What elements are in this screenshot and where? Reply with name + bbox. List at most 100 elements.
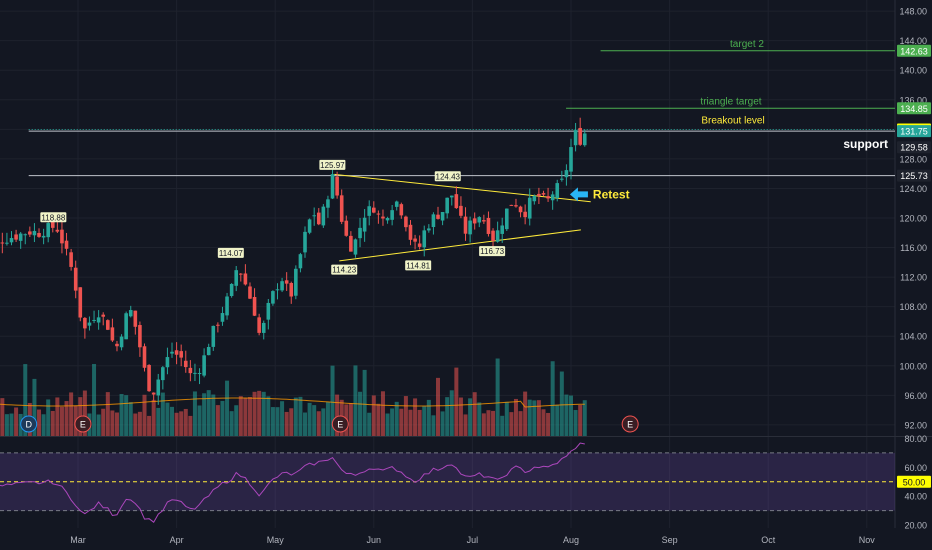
time-tick-label: Apr [170, 535, 184, 545]
candle-body [257, 317, 261, 333]
volume-bar [403, 396, 408, 436]
volume-bar [431, 415, 436, 436]
candle-body [573, 130, 578, 146]
volume-bar [23, 364, 28, 436]
candle-body [504, 208, 509, 230]
candle-body [225, 296, 229, 316]
volume-bar [325, 402, 330, 436]
candle-body [266, 302, 271, 320]
candle-body [449, 195, 454, 198]
annotation-box [479, 246, 506, 257]
volume-bar [491, 410, 496, 436]
volume-bar [289, 408, 294, 436]
candle-body [399, 204, 404, 216]
candle-body [142, 346, 147, 368]
price-tick-label: 100.00 [899, 361, 927, 371]
trendline [339, 229, 581, 262]
volume-bar [92, 363, 97, 436]
price-tick-label: 96.00 [904, 391, 927, 401]
candle-body [394, 201, 399, 207]
volume-bar [335, 394, 340, 436]
price-label-text: 131.75 [900, 127, 928, 137]
level-label: Breakout level [701, 116, 764, 127]
candle-body [436, 214, 440, 219]
price-tick-label: 120.00 [899, 214, 927, 224]
volume-bar [229, 411, 234, 436]
candle-body [445, 197, 449, 214]
candle-body [326, 199, 330, 208]
candle-body [64, 240, 69, 249]
time-tick-label: Sep [662, 535, 678, 545]
rsi-tick-label: 40.00 [904, 492, 927, 502]
rsi-tick-label: 20.00 [904, 521, 927, 531]
volume-bar [371, 395, 376, 436]
candle-body [362, 217, 367, 232]
candle-body [560, 178, 564, 180]
candle-body [9, 238, 14, 243]
candle-body [101, 314, 106, 317]
price-tick-label: 104.00 [899, 332, 927, 342]
volume-bar [124, 395, 129, 436]
candle-body [220, 313, 225, 322]
volume-moving-average [0, 397, 585, 408]
volume-bar [413, 398, 418, 436]
volume-bar [257, 390, 262, 436]
candle-body [252, 297, 257, 316]
candle-body [96, 317, 101, 323]
volume-bar [518, 411, 523, 436]
volume-bar [50, 410, 55, 436]
candle-body [229, 283, 234, 296]
time-tick-label: Oct [761, 535, 776, 545]
volume-bar [472, 392, 477, 436]
candle-body [358, 227, 362, 239]
price-annotations: 118.88 114.07 125.97 114.23 124.43 114.81 116.… [40, 159, 630, 275]
volume-bar [408, 409, 413, 436]
volume-bar [101, 408, 106, 436]
volume-bar [206, 390, 211, 436]
candle-body [161, 367, 165, 381]
price-label-badge [897, 475, 931, 488]
annotation-box [434, 171, 461, 182]
price-tick-label: 116.00 [900, 243, 927, 253]
candle-body [514, 205, 518, 207]
volume-bar [495, 358, 500, 436]
candle-body [381, 216, 385, 219]
price-label-text: 129.58 [900, 143, 928, 153]
price-tick-label: 144.00 [899, 36, 927, 46]
candle-body [427, 228, 431, 231]
candle-body [463, 216, 468, 234]
time-tick-label: Nov [859, 535, 876, 545]
annotation-text: 114.07 [219, 249, 243, 258]
candle-body [73, 267, 78, 291]
volume-bar [454, 367, 459, 436]
volume-bar [385, 413, 390, 436]
candle-body [335, 176, 339, 196]
time-axis[interactable]: Mar Apr May Jun Jul Aug Sep Oct Nov [70, 535, 875, 545]
volume-bar [353, 365, 358, 436]
candle-body [87, 322, 92, 326]
candle-body [128, 310, 133, 317]
volume-bar [362, 369, 367, 436]
volume-bar [527, 399, 532, 436]
candle-body [188, 367, 193, 374]
price-axis[interactable]: 148.00144.00140.00136.00132.00128.00124.… [897, 7, 931, 531]
volume-bar [165, 402, 170, 436]
volume-bar [170, 406, 175, 436]
time-tick-label: Jun [367, 535, 382, 545]
volume-bar [4, 414, 9, 436]
volume-bar [445, 397, 450, 436]
volume-bar [174, 412, 179, 436]
candle-body [243, 273, 248, 285]
candle-body [468, 220, 472, 235]
price-label-badge [897, 44, 931, 57]
volume-bar [569, 395, 573, 436]
volume-bar [559, 371, 564, 436]
volume-bar [252, 391, 257, 436]
volume-bar [247, 396, 252, 436]
volume-bar [280, 401, 285, 436]
price-tick-label: 148.00 [899, 7, 927, 17]
volume-bar [160, 392, 165, 436]
volume-bar [119, 394, 124, 436]
candle-body [477, 217, 482, 223]
